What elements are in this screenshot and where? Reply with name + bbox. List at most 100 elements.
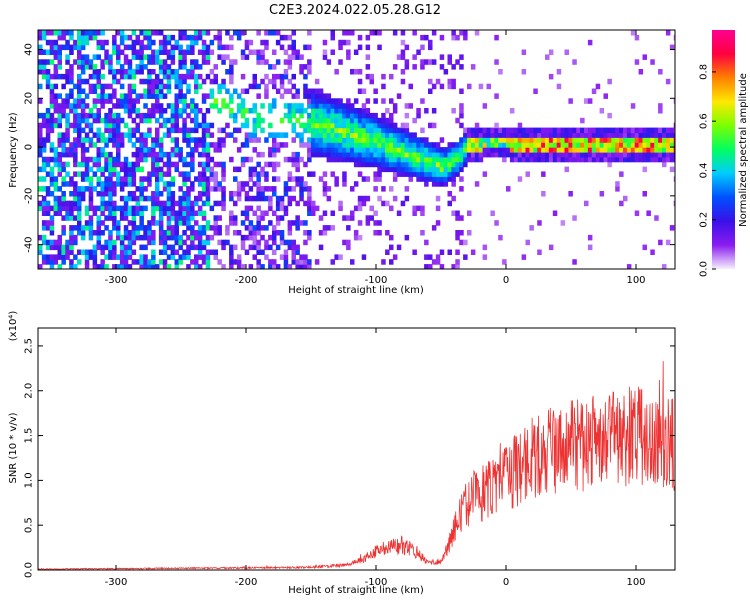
spectrogram-cell xyxy=(283,249,289,255)
spectrogram-cell xyxy=(116,112,121,119)
spectrogram-cell xyxy=(84,166,90,173)
spectrogram-cell xyxy=(264,93,269,99)
spectrogram-cell xyxy=(658,127,663,134)
spectrogram-cell xyxy=(53,195,59,202)
spectrogram-cell xyxy=(96,147,101,153)
spectrogram-cell xyxy=(369,78,374,85)
spectrogram-cell xyxy=(260,264,265,269)
spectrogram-cell xyxy=(350,259,355,265)
spectrogram-cell xyxy=(178,112,183,119)
spectrogram-cell xyxy=(170,225,176,231)
spectrogram-cell xyxy=(155,88,160,94)
spectrogram-cell xyxy=(205,49,211,55)
spectrogram-cell xyxy=(646,127,651,134)
spectrogram-cell xyxy=(342,181,347,187)
spectrogram-cell xyxy=(381,98,386,104)
spectrogram-cell xyxy=(116,176,121,182)
spectrogram-cell xyxy=(151,254,156,260)
spectrogram-cell xyxy=(307,59,312,65)
spectrogram-cell xyxy=(381,147,386,153)
spectrogram-cell xyxy=(545,127,550,134)
spectrogram-cell xyxy=(166,166,172,173)
spectrogram-cell xyxy=(326,151,332,158)
spectrogram-cell xyxy=(256,249,261,255)
spectrogram-cell xyxy=(205,200,211,207)
spectrogram-cell xyxy=(186,195,191,202)
spectrogram-cell xyxy=(182,176,187,182)
spectrogram-cell xyxy=(49,181,55,187)
spectrogram-cell xyxy=(537,147,542,153)
spectrogram-cell xyxy=(96,264,101,269)
spectrogram-cell xyxy=(127,254,133,260)
spectrogram-cell xyxy=(162,64,168,70)
spectrogram-cell xyxy=(229,156,234,163)
spectrogram-cell xyxy=(131,166,137,173)
spectrogram-cell xyxy=(119,176,125,182)
spectrogram-cell xyxy=(201,176,207,182)
spectrogram-cell xyxy=(112,49,117,55)
spectrogram-cell xyxy=(170,244,176,251)
spectrogram-cell xyxy=(151,112,156,119)
spectrogram-cell xyxy=(447,78,452,85)
spectrogram-cell xyxy=(490,142,495,148)
spectrogram-cell xyxy=(151,54,156,60)
spectrogram-cell xyxy=(611,142,616,148)
spectrogram-cell xyxy=(61,132,66,138)
spectrogram-cell xyxy=(190,44,195,51)
spectrogram-cell xyxy=(634,132,640,138)
spectrogram-cell xyxy=(299,220,304,226)
spectrogram-cell xyxy=(389,205,394,212)
spectrogram-cell xyxy=(197,108,203,114)
spectrogram-cell xyxy=(521,49,527,55)
spectrogram-cell xyxy=(80,54,86,60)
spectrogram-cell xyxy=(73,44,78,51)
spectrogram-cell xyxy=(166,132,172,138)
spectrogram-cell xyxy=(322,186,328,192)
spectrogram-cell xyxy=(151,166,156,173)
spectrogram-cell xyxy=(88,200,94,207)
spectrogram-cell xyxy=(412,142,417,148)
spectrogram-cell xyxy=(564,137,569,143)
spectrogram-cell xyxy=(330,30,335,36)
spectrogram-cell xyxy=(396,156,402,163)
spectrogram-cell xyxy=(626,142,632,148)
spectrogram-cell xyxy=(373,147,378,153)
spectrogram-cell xyxy=(357,117,363,124)
spectrogram-cell xyxy=(435,156,441,163)
spectrogram-cell xyxy=(420,210,425,216)
spectrogram-cell xyxy=(334,147,339,153)
spectrogram-cell xyxy=(291,259,296,265)
spectrogram-cell xyxy=(41,205,47,212)
spectrogram-cell xyxy=(57,108,62,114)
spectrogram-cell xyxy=(435,205,441,212)
spectrogram-cell xyxy=(147,88,152,94)
spectrogram-cell xyxy=(260,191,265,197)
spectrogram-cell xyxy=(361,117,367,124)
spectrogram-cell xyxy=(229,249,234,255)
spectrogram-cell xyxy=(96,244,101,251)
spectrogram-cell xyxy=(260,215,265,221)
spectrogram-cell xyxy=(217,200,222,207)
spectrogram-cell xyxy=(38,166,43,173)
spectrogram-cell xyxy=(502,259,507,265)
spectrogram-cell xyxy=(650,137,655,143)
spectrogram-cell xyxy=(69,225,74,231)
spectrogram-cell xyxy=(260,127,265,134)
spectrogram-cell xyxy=(201,151,207,158)
spectrogram-cell xyxy=(170,59,176,65)
spectrogram-cell xyxy=(194,195,199,202)
spectrogram-cell xyxy=(650,147,655,153)
spectrogram-cell xyxy=(334,127,339,134)
spectrogram-cell xyxy=(248,195,254,202)
spectrogram-cell xyxy=(369,127,374,134)
spectrogram-cell xyxy=(100,64,105,70)
spectrogram-cell xyxy=(346,49,351,55)
spectrogram-cell xyxy=(642,147,647,153)
spectrogram-cell xyxy=(287,264,293,269)
spectrogram-cell xyxy=(236,108,242,114)
spectrogram-cell xyxy=(174,210,179,216)
spectrogram-cell xyxy=(135,200,140,207)
spectrogram-cell xyxy=(435,78,441,85)
spectrogram-cell xyxy=(100,171,105,177)
spectrogram-cell xyxy=(350,69,355,75)
